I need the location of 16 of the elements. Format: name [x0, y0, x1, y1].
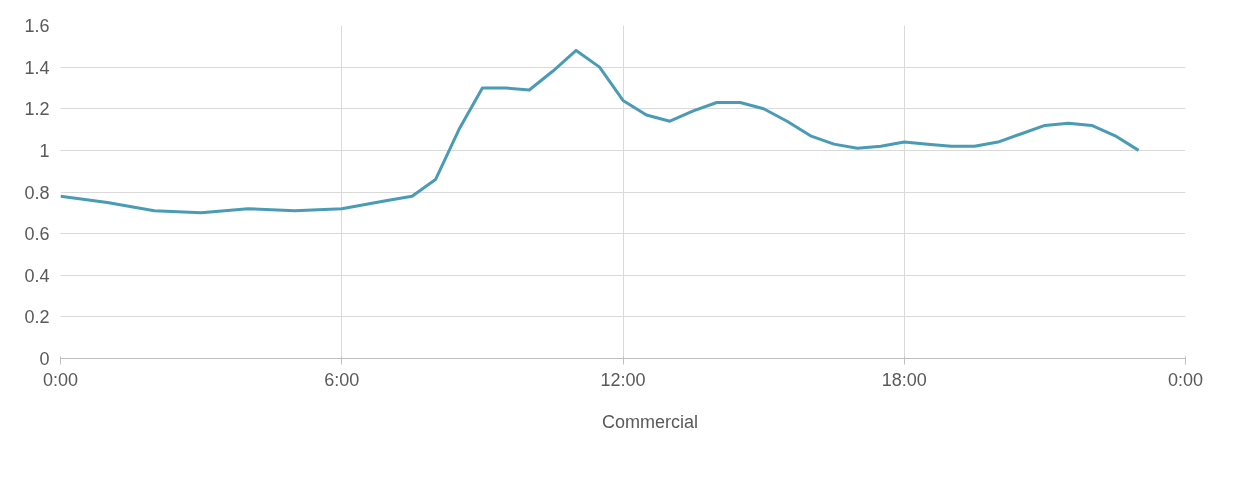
x-tick-label: 6:00 [324, 369, 360, 390]
y-tick-label: 0.8 [24, 182, 50, 203]
line-series [60, 48, 1141, 215]
y-tick-label: 1 [39, 140, 50, 161]
y-tick-label: 0.6 [24, 224, 50, 245]
text: Commercial [601, 411, 699, 433]
y-tick-label: 1.2 [24, 99, 50, 120]
y-tick-label: 1.4 [24, 57, 50, 78]
y-tick-label: 0.4 [24, 265, 50, 286]
y-tick-label: 0.2 [24, 307, 50, 328]
x-tick-label: 0:00 [1167, 369, 1204, 390]
x-tick-label: 18:00 [881, 369, 927, 390]
x-tick-label: 0:00 [42, 369, 79, 390]
y-tick-label: 0 [39, 349, 50, 369]
y-tick-label: 1.6 [24, 16, 50, 36]
x-tick-label: 12:00 [600, 369, 646, 390]
